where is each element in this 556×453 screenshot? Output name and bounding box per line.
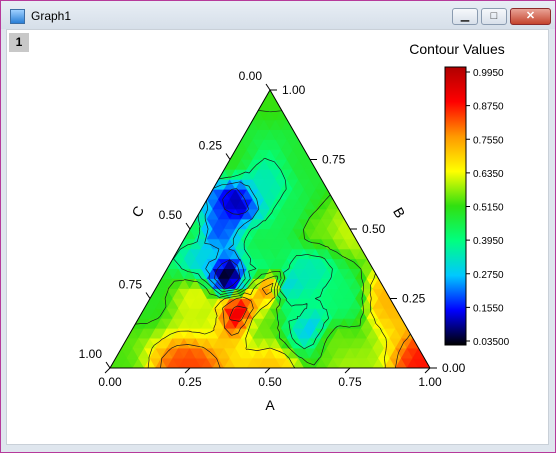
ternary-ticks: 0.00 0.25 0.50 0.75 1.000.000.250.500.751.00…: [79, 69, 466, 389]
colorbar-title: Contour Values: [409, 41, 504, 57]
tick-label-c: 0.25: [199, 139, 223, 153]
minimize-button[interactable]: ▁: [452, 8, 478, 25]
axis-label-c: C: [128, 203, 147, 220]
graph-app-icon[interactable]: [10, 9, 25, 24]
axis-label-a: A: [265, 397, 275, 413]
colorbar-tick-label: 0.5150: [473, 203, 504, 214]
colorbar-tick-label: 0.1550: [473, 303, 504, 314]
contour-line: [160, 282, 411, 368]
tick-mark-c: [145, 292, 151, 299]
tick-label-c: 0.00: [239, 69, 263, 83]
contour-line: [173, 157, 333, 350]
tick-label-b: 1.00: [282, 83, 306, 97]
contour-line: [147, 273, 388, 368]
tick-label-a: 0.75: [338, 375, 362, 389]
tick-mark-c: [265, 83, 271, 91]
colorbar: [444, 66, 467, 346]
tick-label-a: 1.00: [418, 375, 442, 389]
tick-mark-a: [184, 367, 191, 374]
title-bar[interactable]: Graph1 ▁ □ ✕: [1, 1, 555, 29]
tick-label-b: 0.50: [362, 222, 386, 236]
tick-mark-a: [104, 367, 111, 374]
colorbar-tick-label: 0.8750: [473, 102, 504, 113]
close-button[interactable]: ✕: [510, 8, 551, 25]
colorbar-tick-label: 0.6350: [473, 169, 504, 180]
colorbar-ticks: 0.9950 0.8750 0.7550 0.6350 0.5150 0.3950 0.27…: [466, 68, 510, 348]
layer-tab[interactable]: 1: [9, 33, 29, 52]
contour-line: [229, 305, 248, 322]
tick-label-c: 1.00: [79, 347, 103, 361]
contour-cell: [263, 90, 277, 101]
tick-label-c: 0.50: [159, 208, 183, 222]
tick-label-a: 0.00: [98, 375, 122, 389]
tick-mark-a: [424, 367, 431, 374]
colorbar-tick-label: 0.7550: [473, 135, 504, 146]
colorbar-tick-label: 0.03500: [473, 337, 510, 348]
colorbar-tick-label: 0.2750: [473, 270, 504, 281]
tick-mark-c: [105, 361, 111, 369]
tick-mark-c: [185, 222, 191, 230]
axis-label-b: B: [390, 204, 409, 220]
contour-line: [204, 181, 260, 293]
tick-label-b: 0.25: [402, 292, 426, 306]
colorbar-tick-label: 0.9950: [473, 68, 504, 79]
tick-label-c: 0.75: [119, 278, 143, 292]
tick-label-a: 0.25: [178, 375, 202, 389]
close-icon: ✕: [525, 10, 536, 22]
window-title: Graph1: [31, 9, 72, 23]
tick-label-b: 0.00: [442, 361, 466, 375]
maximize-icon: □: [490, 10, 498, 22]
colorbar-tick-label: 0.3950: [473, 236, 504, 247]
contour-lines: [135, 109, 411, 368]
tick-mark-c: [225, 153, 231, 160]
tick-mark-a: [344, 367, 351, 374]
contour-line: [214, 188, 249, 290]
tick-label-a: 0.50: [258, 375, 282, 389]
minimize-icon: ▁: [460, 10, 470, 22]
tick-mark-a: [264, 367, 271, 374]
tick-label-b: 0.75: [322, 153, 346, 167]
maximize-button[interactable]: □: [481, 8, 507, 25]
contour-line: [135, 109, 364, 366]
